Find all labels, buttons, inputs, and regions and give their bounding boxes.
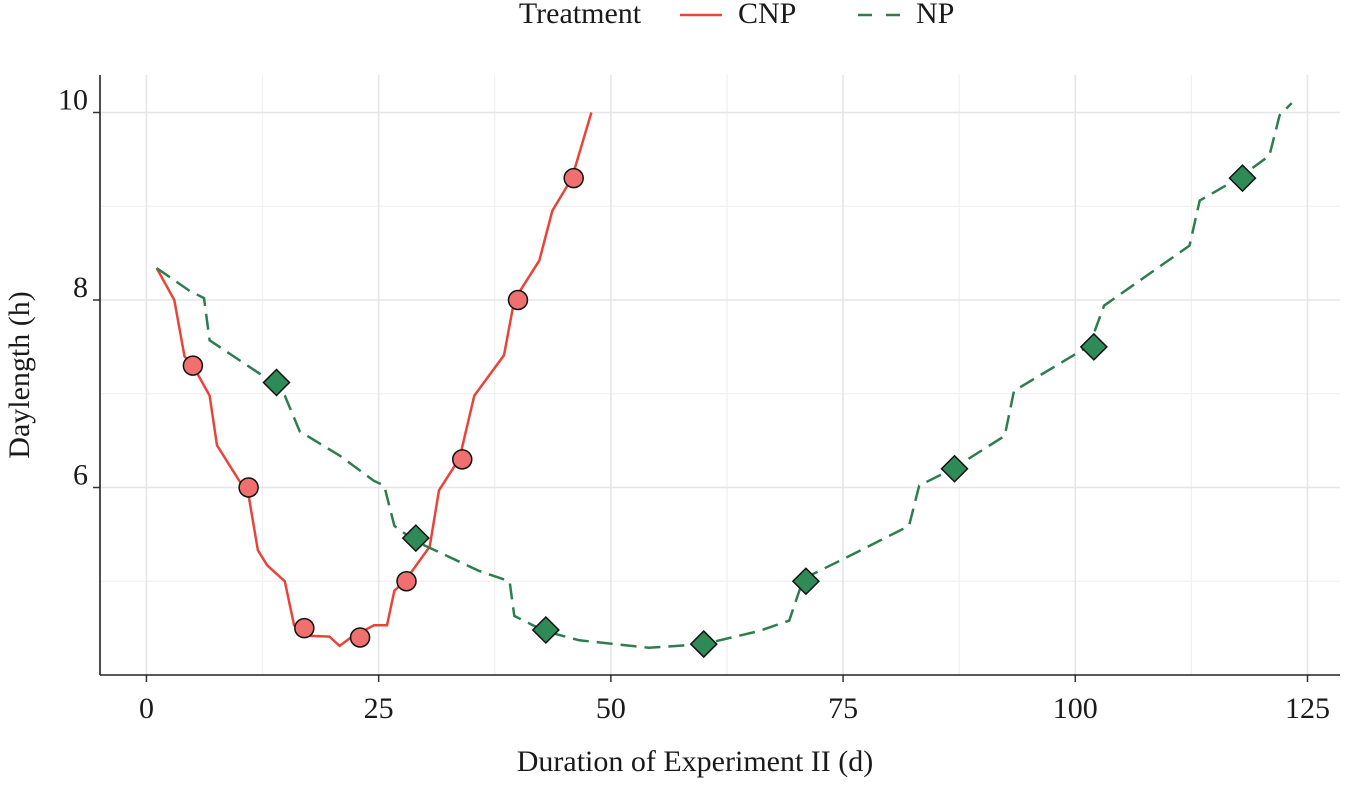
point [294, 617, 315, 639]
point [451, 449, 473, 470]
y-tick-label: 10 [58, 83, 88, 116]
y-tick-label: 8 [73, 271, 88, 304]
legend-title: Treatment [519, 0, 642, 30]
y-tick-label: 6 [73, 458, 88, 491]
point [531, 615, 560, 645]
point [507, 289, 529, 311]
legend-label: NP [916, 0, 954, 30]
x-tick-label: 125 [1285, 692, 1330, 725]
point [689, 630, 718, 659]
point [262, 368, 291, 397]
line [155, 112, 593, 648]
point [563, 167, 584, 189]
x-tick-label: 100 [1053, 692, 1098, 725]
point [238, 477, 259, 498]
point [1079, 332, 1108, 361]
point [940, 454, 969, 483]
legend-label: CNP [738, 0, 796, 30]
point [1228, 164, 1257, 193]
x-tick-label: 0 [139, 692, 154, 725]
x-tick-label: 50 [596, 692, 626, 725]
x-tick-label: 75 [828, 692, 858, 725]
y-axis-title: Daylength (h) [3, 291, 36, 458]
line [155, 102, 1293, 650]
x-axis-title: Duration of Experiment II (d) [517, 745, 874, 778]
x-tick-label: 25 [364, 692, 394, 725]
point [791, 567, 820, 596]
point [349, 627, 371, 648]
point [401, 524, 430, 553]
point [182, 355, 204, 376]
point [396, 571, 417, 592]
